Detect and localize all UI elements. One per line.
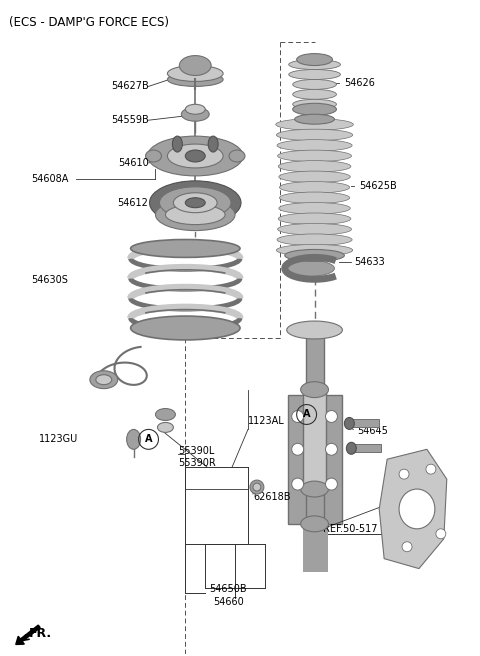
Circle shape <box>292 411 304 422</box>
Ellipse shape <box>278 161 351 172</box>
Text: 55390L
55390R: 55390L 55390R <box>179 446 216 468</box>
Ellipse shape <box>297 54 333 66</box>
Text: 1123GU: 1123GU <box>39 434 78 444</box>
Ellipse shape <box>293 89 336 99</box>
Ellipse shape <box>131 239 240 257</box>
Circle shape <box>325 411 337 422</box>
Text: 54612: 54612 <box>118 197 148 208</box>
Ellipse shape <box>131 316 240 340</box>
Ellipse shape <box>185 197 205 208</box>
Ellipse shape <box>181 108 209 121</box>
Ellipse shape <box>156 199 235 230</box>
Ellipse shape <box>180 56 211 75</box>
Circle shape <box>292 478 304 490</box>
Text: 54650B
54660: 54650B 54660 <box>209 584 247 607</box>
Ellipse shape <box>285 249 344 261</box>
Ellipse shape <box>288 70 340 79</box>
Text: FR.: FR. <box>29 626 52 640</box>
Text: 54610: 54610 <box>118 158 148 168</box>
Ellipse shape <box>156 409 175 420</box>
Ellipse shape <box>293 103 336 115</box>
Ellipse shape <box>279 182 349 193</box>
Ellipse shape <box>173 193 217 213</box>
Ellipse shape <box>168 66 223 81</box>
FancyArrow shape <box>16 625 40 644</box>
Ellipse shape <box>276 129 353 140</box>
Ellipse shape <box>293 79 336 89</box>
Ellipse shape <box>277 234 352 245</box>
Text: 54633: 54633 <box>354 257 385 268</box>
Ellipse shape <box>288 60 340 70</box>
Bar <box>351 444 381 452</box>
Text: 54559B: 54559B <box>111 115 148 125</box>
Circle shape <box>292 443 304 455</box>
Circle shape <box>325 443 337 455</box>
Ellipse shape <box>157 422 173 432</box>
Ellipse shape <box>279 203 350 214</box>
Text: 54627B: 54627B <box>111 81 148 91</box>
Text: 1123AL: 1123AL <box>248 417 285 426</box>
Ellipse shape <box>172 136 182 152</box>
Polygon shape <box>379 449 447 569</box>
Text: 54608A: 54608A <box>31 174 69 184</box>
Ellipse shape <box>150 181 241 224</box>
Ellipse shape <box>347 442 356 454</box>
Ellipse shape <box>399 469 409 479</box>
Ellipse shape <box>402 542 412 552</box>
Bar <box>349 419 379 428</box>
Bar <box>288 395 342 524</box>
Ellipse shape <box>127 430 141 449</box>
Ellipse shape <box>285 260 335 276</box>
Ellipse shape <box>277 224 351 235</box>
Ellipse shape <box>293 99 336 110</box>
Ellipse shape <box>426 464 436 474</box>
Text: 54625B: 54625B <box>360 181 397 191</box>
Bar <box>306 330 324 559</box>
Bar <box>302 390 326 489</box>
Ellipse shape <box>159 187 231 218</box>
Text: 54645: 54645 <box>357 426 388 436</box>
Ellipse shape <box>300 481 328 497</box>
Text: 54630S: 54630S <box>31 276 68 285</box>
Ellipse shape <box>279 171 350 182</box>
Ellipse shape <box>399 489 435 529</box>
Text: 54626: 54626 <box>344 79 375 89</box>
Text: A: A <box>145 434 152 444</box>
Text: REF.50-517: REF.50-517 <box>323 524 377 534</box>
Text: (ECS - DAMP'G FORCE ECS): (ECS - DAMP'G FORCE ECS) <box>9 16 169 29</box>
Ellipse shape <box>250 480 264 494</box>
Ellipse shape <box>185 150 205 162</box>
Ellipse shape <box>229 150 245 162</box>
Ellipse shape <box>168 72 223 87</box>
Ellipse shape <box>185 104 205 114</box>
Ellipse shape <box>90 371 118 388</box>
Text: A: A <box>303 409 311 419</box>
Text: 62618B: 62618B <box>253 492 290 502</box>
Ellipse shape <box>295 114 335 124</box>
Ellipse shape <box>300 382 328 398</box>
Circle shape <box>325 478 337 490</box>
Ellipse shape <box>279 192 349 203</box>
Ellipse shape <box>96 375 112 384</box>
Ellipse shape <box>277 150 351 161</box>
Ellipse shape <box>436 529 446 539</box>
Ellipse shape <box>166 205 225 224</box>
Ellipse shape <box>253 483 261 491</box>
Ellipse shape <box>278 213 351 224</box>
Ellipse shape <box>276 245 353 256</box>
Ellipse shape <box>168 144 223 168</box>
Ellipse shape <box>208 136 218 152</box>
Ellipse shape <box>344 417 354 430</box>
Ellipse shape <box>300 516 328 532</box>
Ellipse shape <box>287 321 342 339</box>
Ellipse shape <box>145 150 161 162</box>
Ellipse shape <box>276 119 353 131</box>
Ellipse shape <box>277 140 352 151</box>
Ellipse shape <box>147 136 243 176</box>
